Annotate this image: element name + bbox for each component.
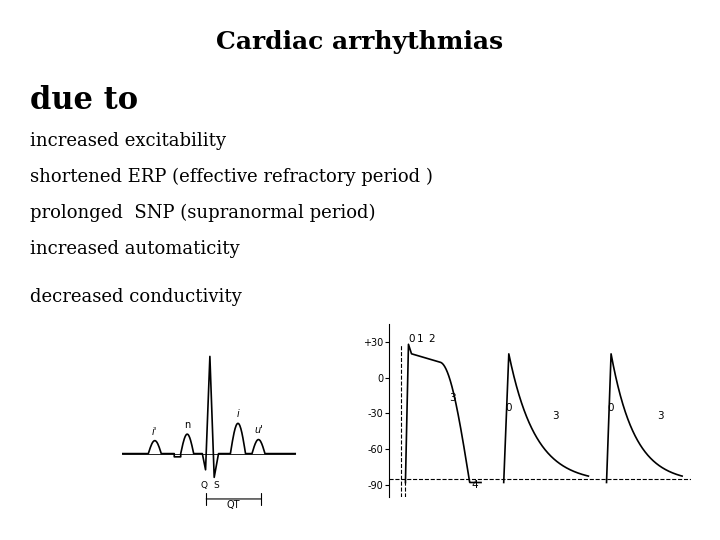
Text: decreased conductivity: decreased conductivity	[30, 288, 242, 306]
Text: 0: 0	[408, 334, 415, 344]
Text: 3: 3	[657, 411, 665, 421]
Text: Cardiac arrhythmias: Cardiac arrhythmias	[217, 30, 503, 54]
Text: 4: 4	[472, 481, 478, 490]
Text: 1: 1	[417, 334, 424, 344]
Text: u': u'	[254, 425, 263, 435]
Text: i': i'	[152, 427, 158, 437]
Text: 0: 0	[608, 403, 614, 413]
Text: shortened ERP (effective refractory period ): shortened ERP (effective refractory peri…	[30, 168, 433, 186]
Text: due to: due to	[30, 85, 138, 116]
Text: i: i	[237, 409, 239, 419]
Text: 0: 0	[505, 403, 511, 413]
Text: 3: 3	[449, 394, 456, 403]
Text: n: n	[184, 420, 190, 430]
Text: S: S	[214, 481, 219, 490]
Text: 3: 3	[552, 411, 559, 421]
Text: Q: Q	[200, 481, 207, 490]
Text: prolonged  SNP (supranormal period): prolonged SNP (supranormal period)	[30, 204, 376, 222]
Text: increased excitability: increased excitability	[30, 132, 226, 150]
Text: QT: QT	[227, 500, 240, 510]
Text: 2: 2	[428, 334, 434, 344]
Text: increased automaticity: increased automaticity	[30, 240, 240, 258]
